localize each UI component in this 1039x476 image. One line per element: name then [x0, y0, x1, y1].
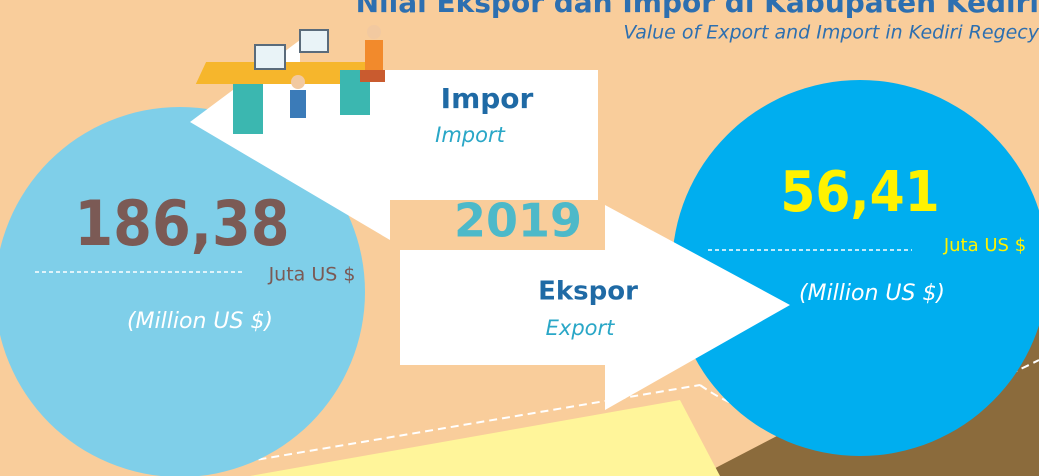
export-unit: Juta US $ — [943, 235, 1026, 256]
export-label-en: Export — [546, 316, 616, 340]
export-value: 56,41 — [780, 160, 939, 225]
import-label: Impor — [441, 82, 534, 115]
import-unit-en: (Million US $) — [127, 309, 273, 334]
export-label: Ekspor — [538, 277, 638, 307]
title: Nilai Ekspor dan Impor di Kabupaten Kedi… — [356, 0, 1039, 19]
import-label-en: Import — [435, 123, 505, 147]
export-circle — [672, 80, 1039, 456]
infographic: Nilai Ekspor dan Impor di Kabupaten Kedi… — [0, 0, 1039, 476]
import-value: 186,38 — [74, 187, 289, 260]
subtitle: Value of Export and Import in Kediri Reg… — [623, 22, 1039, 44]
export-unit-en: (Million US $) — [799, 281, 945, 306]
year: 2019 — [454, 194, 582, 248]
import-unit: Juta US $ — [268, 264, 356, 286]
page: Nilai Ekspor dan Impor di Kabupaten Kedi… — [0, 0, 1039, 476]
